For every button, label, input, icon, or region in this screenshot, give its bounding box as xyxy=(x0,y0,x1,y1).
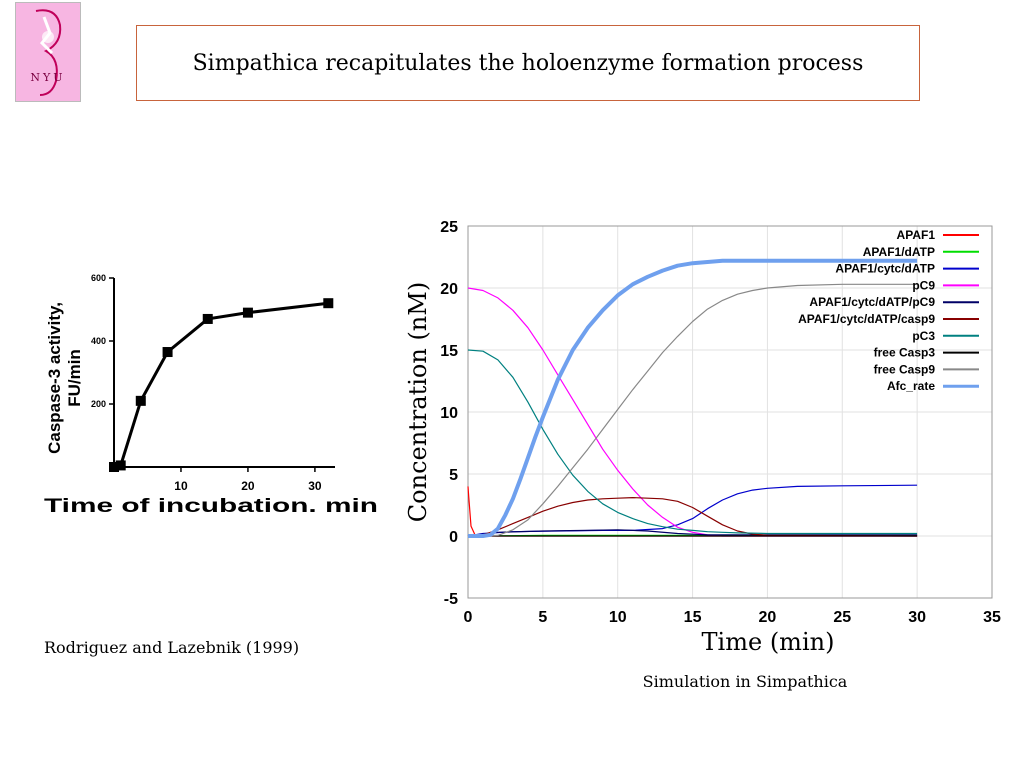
x-tick-label: 10 xyxy=(609,609,627,626)
left-caption: Rodriguez and Lazebnik (1999) xyxy=(44,638,300,657)
y-axis-label: Concentration (nM) xyxy=(404,282,432,522)
y-tick-label: -5 xyxy=(444,591,458,608)
logo-text: NYU xyxy=(30,71,65,84)
nyu-logo: NYU xyxy=(15,2,81,102)
y-tick-label: 5 xyxy=(449,467,458,484)
series-line-4 xyxy=(467,529,918,537)
data-point xyxy=(115,460,126,471)
y-axis-label-line1: Caspase-3 activity, xyxy=(45,302,64,454)
x-axis-label: Time of incubation. min xyxy=(44,496,378,517)
series-line-3 xyxy=(467,287,918,537)
y-tick-label: 0 xyxy=(449,529,458,546)
data-point xyxy=(202,313,213,324)
y-tick-label: 25 xyxy=(440,219,458,236)
y-axis-label-line2: FU/min xyxy=(65,349,84,407)
data-point xyxy=(323,298,334,309)
x-tick-label: 30 xyxy=(308,479,322,493)
data-point xyxy=(135,395,146,406)
legend-label: APAF1 xyxy=(897,228,936,242)
y-tick-label: 200 xyxy=(91,399,106,409)
activity-line xyxy=(113,301,329,469)
data-point xyxy=(242,307,253,318)
legend-label: pC3 xyxy=(912,329,935,343)
title-box: Simpathica recapitulates the holoenzyme … xyxy=(136,25,920,101)
y-tick-label: 20 xyxy=(440,281,458,298)
data-point xyxy=(162,347,173,358)
x-tick-label: 35 xyxy=(983,609,1001,626)
x-tick-label: 25 xyxy=(833,609,851,626)
y-tick-label: 15 xyxy=(440,343,458,360)
x-tick-label: 15 xyxy=(684,609,702,626)
plot-border xyxy=(467,225,993,599)
x-tick-label: 0 xyxy=(464,609,473,626)
series-line-5 xyxy=(467,497,918,537)
series-line-6 xyxy=(467,349,918,535)
simulation-chart: -5 0 5 10 15 20 25 0 5 10 15 20 25 30 35 Time (min) Conc… xyxy=(404,219,1001,656)
legend-label: APAF1/dATP xyxy=(863,245,935,259)
x-tick-label: 20 xyxy=(241,479,255,493)
series-line-8 xyxy=(468,283,918,537)
page-title: Simpathica recapitulates the holoenzyme … xyxy=(192,50,864,76)
legend-label: Afc_rate xyxy=(887,379,935,393)
x-tick-label: 20 xyxy=(759,609,777,626)
x-tick-label: 5 xyxy=(538,609,547,626)
series-line-9 xyxy=(468,258,918,538)
legend-label: free Casp3 xyxy=(874,346,936,360)
x-tick-label: 10 xyxy=(174,479,188,493)
legend-label: pC9 xyxy=(912,278,935,292)
x-axis-label: Time (min) xyxy=(702,628,835,656)
legend-label: free Casp9 xyxy=(874,362,936,376)
legend-label: APAF1/cytc/dATP/pC9 xyxy=(809,295,935,309)
y-tick-label: 400 xyxy=(91,336,106,346)
right-caption: Simulation in Simpathica xyxy=(642,672,848,691)
data-point xyxy=(109,462,119,472)
y-tick-label: 10 xyxy=(440,405,458,422)
y-tick-label: 600 xyxy=(91,273,106,283)
x-tick-label: 30 xyxy=(908,609,926,626)
legend-label: APAF1/cytc/dATP xyxy=(835,262,935,276)
experimental-chart: 200 400 600 10 20 30 Time of incubation. min Ca… xyxy=(44,273,378,517)
legend-label: APAF1/cytc/dATP/casp9 xyxy=(798,312,935,326)
